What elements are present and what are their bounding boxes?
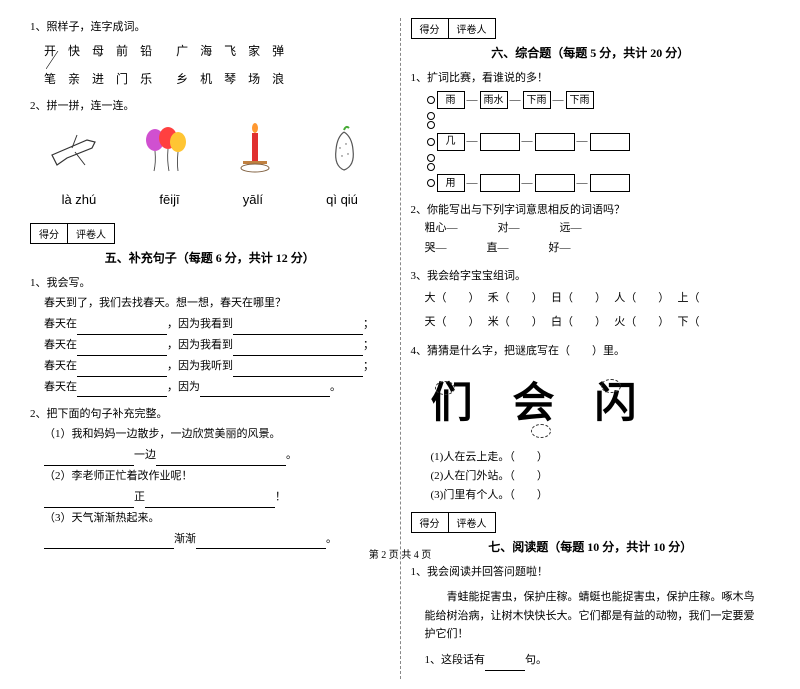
line: 春天在，因为。 xyxy=(44,377,390,398)
riddle: (1)人在云上走。（ ） xyxy=(431,448,771,467)
char: 乡 xyxy=(176,69,188,89)
line: 一边。 xyxy=(44,445,390,466)
char: 笔 xyxy=(44,69,56,89)
line: 正！ xyxy=(44,487,390,508)
big-char: 们 xyxy=(431,369,473,440)
char: 飞 xyxy=(224,41,236,61)
char: 门 xyxy=(116,69,128,89)
balloons-icon xyxy=(135,122,195,177)
combo-row: 大（ ） 禾（ ） 日（ ） 人（ ） 上（ 天（ ） 米（ ） 白（ ） 火（… xyxy=(425,286,771,334)
q1-title: 1、照样子，连字成词。 xyxy=(30,18,390,37)
q-label: 1、我会写。 xyxy=(30,274,390,293)
q2: 2、拼一拼，连一连。 là zhú fēijī yālí qì qiú xyxy=(30,97,390,211)
char: 乐 xyxy=(140,69,152,89)
sec6-q1: 1、扩词比赛，看谁说的多！ 雨—雨水—下雨—下雨 几——— 用——— xyxy=(411,69,771,193)
pinyin: yālí xyxy=(243,189,263,211)
q-label: 4、猜猜是什么字，把谜底写在（ ）里。 xyxy=(411,342,771,361)
line: 春天在，因为我听到； xyxy=(44,356,390,377)
char: 铅 xyxy=(140,41,152,61)
example: （3）天气渐渐热起来。 xyxy=(44,508,390,529)
pinyin: qì qiú xyxy=(326,189,358,211)
char: 浪 xyxy=(272,69,284,89)
page-footer: 第 2 页 共 4 页 xyxy=(0,546,800,561)
char: 机 xyxy=(200,69,212,89)
pinyin-row: là zhú fēijī yālí qì qiú xyxy=(30,189,390,211)
score-box-5: 得分 评卷人 xyxy=(30,223,390,244)
score-label: 得分 xyxy=(411,18,448,39)
q-label: 1、我会阅读并回答问题啦！ xyxy=(411,563,771,582)
score-label: 得分 xyxy=(30,223,67,244)
chain-row: 雨—雨水—下雨—下雨 xyxy=(425,91,771,110)
example: （2）李老师正忙着改作业呢！ xyxy=(44,466,390,487)
reviewer-label: 评卷人 xyxy=(67,223,115,244)
candle-icon xyxy=(225,122,285,177)
char: 快 xyxy=(68,41,80,61)
pinyin: fēijī xyxy=(159,189,179,211)
q1: 1、照样子，连字成词。 开快母前铅 广海飞家弹 笔亲进门乐 乡机琴场浪 xyxy=(30,18,390,89)
q-label: 1、扩词比赛，看谁说的多！ xyxy=(411,69,771,88)
big-char: 闪 xyxy=(595,369,637,440)
sec6-q3: 3、我会给字宝宝组词。 大（ ） 禾（ ） 日（ ） 人（ ） 上（ 天（ ） … xyxy=(411,267,771,334)
sec5-q1: 1、我会写。 春天到了，我们去找春天。想一想，春天在哪里？ 春天在，因为我看到；… xyxy=(30,274,390,397)
sec6-q4: 4、猜猜是什么字，把谜底写在（ ）里。 们 会 闪 (1)人在云上走。（ ） (… xyxy=(411,342,771,504)
riddle-chars: 们 会 闪 xyxy=(431,369,771,440)
big-char: 会 xyxy=(513,369,555,440)
char: 前 xyxy=(116,41,128,61)
reviewer-label: 评卷人 xyxy=(448,512,496,533)
line: 春天在，因为我看到； xyxy=(44,314,390,335)
sec7-q1: 1、我会阅读并回答问题啦！ 青蛙能捉害虫，保护庄稼。蜻蜓也能捉害虫，保护庄稼。啄… xyxy=(411,563,771,671)
score-label: 得分 xyxy=(411,512,448,533)
chain-row: 几——— xyxy=(425,132,771,151)
sec6-title: 六、综合题（每题 5 分，共计 20 分） xyxy=(411,44,771,61)
passage: 青蛙能捉害虫，保护庄稼。蜻蜓也能捉害虫，保护庄稼。啄木鸟能给树治病，让树木快快长… xyxy=(425,588,757,644)
example: （1）我和妈妈一边散步，一边欣赏美丽的风景。 xyxy=(44,424,390,445)
pear-icon xyxy=(315,122,375,177)
q1-row1: 开快母前铅 广海飞家弹 xyxy=(44,41,390,61)
line: 春天在，因为我看到； xyxy=(44,335,390,356)
score-box-6: 得分 评卷人 xyxy=(411,18,771,39)
char: 亲 xyxy=(68,69,80,89)
plane-icon xyxy=(45,122,105,177)
riddle: (2)人在门外站。（ ） xyxy=(431,467,771,486)
char: 进 xyxy=(92,69,104,89)
char: 琴 xyxy=(224,69,236,89)
score-box-7: 得分 评卷人 xyxy=(411,512,771,533)
riddle: (3)门里有个人。（ ） xyxy=(431,486,771,505)
q1-row2: 笔亲进门乐 乡机琴场浪 xyxy=(44,69,390,89)
q-text: 春天到了，我们去找春天。想一想，春天在哪里？ xyxy=(44,293,390,314)
char: 场 xyxy=(248,69,260,89)
sec6-q2: 2、你能写出与下列字词意思相反的词语吗？ 粗心—对—远— 哭—直—好— xyxy=(411,201,771,259)
sub-q: 1、这段话有句。 xyxy=(425,650,771,671)
q-label: 3、我会给字宝宝组词。 xyxy=(411,267,771,286)
char: 家 xyxy=(248,41,260,61)
chain-row: 用——— xyxy=(425,174,771,193)
char: 母 xyxy=(92,41,104,61)
sec5-q2: 2、把下面的句子补充完整。 （1）我和妈妈一边散步，一边欣赏美丽的风景。 一边。… xyxy=(30,405,390,549)
char: 广 xyxy=(176,41,188,61)
q2-title: 2、拼一拼，连一连。 xyxy=(30,97,390,116)
char: 海 xyxy=(200,41,212,61)
q-label: 2、把下面的句子补充完整。 xyxy=(30,405,390,424)
sec5-title: 五、补充句子（每题 6 分，共计 12 分） xyxy=(30,249,390,266)
opp-row: 粗心—对—远— xyxy=(425,219,771,239)
pinyin: là zhú xyxy=(62,189,97,211)
reviewer-label: 评卷人 xyxy=(448,18,496,39)
q-label: 2、你能写出与下列字词意思相反的词语吗？ xyxy=(411,201,771,220)
char: 弹 xyxy=(272,41,284,61)
opp-row: 哭—直—好— xyxy=(425,239,771,259)
